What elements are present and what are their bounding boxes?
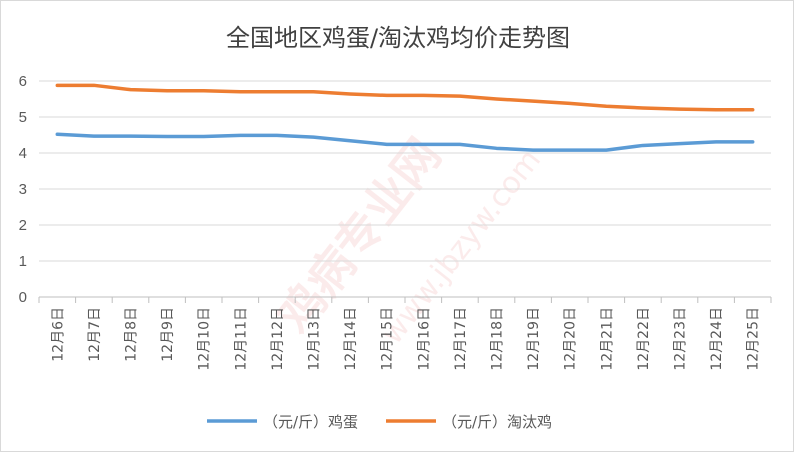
x-tick-label: 12月15日 xyxy=(380,307,396,371)
x-axis: 12月6日 12月7日 12月8日 12月9日 12月10日 12月11日 12月12日 12… xyxy=(38,296,772,371)
x-tick-label: 12月21日 xyxy=(599,307,615,371)
x-tick-label: 12月22日 xyxy=(636,307,652,371)
y-tick-label: 2 xyxy=(19,217,27,234)
legend-label-culled-hen: （元/斤）淘汰鸡 xyxy=(442,413,552,431)
series-lines xyxy=(55,83,755,152)
y-tick-label: 4 xyxy=(19,145,27,162)
x-tick-label: 12月24日 xyxy=(709,307,725,371)
x-tick-label: 12月20日 xyxy=(563,307,579,371)
x-tick-label: 12月18日 xyxy=(490,307,506,371)
y-tick-label: 0 xyxy=(19,289,27,306)
x-tick-label: 12月17日 xyxy=(453,307,469,371)
x-tick-label: 12月19日 xyxy=(526,307,542,371)
x-tick-label: 12月25日 xyxy=(746,307,762,371)
x-tick-label: 12月7日 xyxy=(87,307,103,362)
legend-label-egg: （元/斤）鸡蛋 xyxy=(263,413,358,431)
y-tick-label: 1 xyxy=(19,253,27,270)
x-tick-label: 12月12日 xyxy=(270,307,286,371)
legend: （元/斤）鸡蛋 （元/斤）淘汰鸡 xyxy=(207,413,552,431)
y-axis-ticks: 0 1 2 3 4 5 6 xyxy=(19,73,27,306)
x-tick-label: 12月9日 xyxy=(160,307,176,362)
series-line-egg xyxy=(55,132,755,152)
x-tick-label: 12月11日 xyxy=(233,307,249,371)
x-tick-label: 12月10日 xyxy=(197,307,213,371)
series-line-culled-hen xyxy=(55,83,755,112)
x-tick-label: 12月16日 xyxy=(416,307,432,371)
x-tick-label: 12月8日 xyxy=(124,307,140,362)
x-tick-label: 12月23日 xyxy=(673,307,689,371)
y-tick-label: 5 xyxy=(19,109,27,126)
y-tick-label: 3 xyxy=(19,181,27,198)
x-tick-label: 12月14日 xyxy=(343,307,359,371)
x-tick-label: 12月6日 xyxy=(50,307,66,362)
y-gridlines xyxy=(39,80,771,262)
x-tick-label: 12月13日 xyxy=(307,307,323,371)
chart-title: 全国地区鸡蛋/淘汰鸡均价走势图 xyxy=(226,24,570,52)
y-tick-label: 6 xyxy=(19,73,27,90)
